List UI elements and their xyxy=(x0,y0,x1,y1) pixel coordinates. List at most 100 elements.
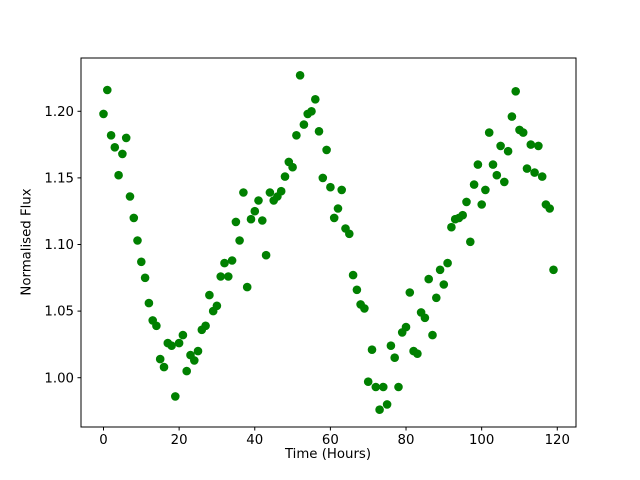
x-tick-label: 120 xyxy=(545,433,570,448)
data-point xyxy=(171,392,180,401)
data-point xyxy=(159,362,169,372)
data-point xyxy=(280,172,290,181)
data-point xyxy=(522,164,532,173)
x-tick-label: 20 xyxy=(171,433,188,448)
data-point xyxy=(299,120,309,129)
data-point xyxy=(428,330,437,340)
data-point xyxy=(174,338,184,348)
y-tick-label: 1.20 xyxy=(44,105,74,120)
data-point xyxy=(288,162,297,172)
data-point xyxy=(337,185,347,195)
y-tick-label: 1.10 xyxy=(44,238,74,253)
data-point xyxy=(394,382,403,392)
data-point xyxy=(276,186,286,196)
data-point xyxy=(322,145,331,155)
data-point xyxy=(379,382,388,392)
data-point xyxy=(212,301,222,311)
data-point xyxy=(488,160,498,169)
data-point xyxy=(250,206,260,216)
data-point xyxy=(265,188,275,197)
data-point xyxy=(360,304,369,313)
data-point xyxy=(121,133,131,143)
data-point xyxy=(144,298,154,308)
data-point xyxy=(140,273,150,283)
data-point xyxy=(118,149,127,159)
data-point xyxy=(193,346,203,356)
data-point xyxy=(318,173,328,183)
data-point xyxy=(367,345,377,355)
data-point xyxy=(190,356,199,365)
data-point xyxy=(295,71,305,80)
data-point xyxy=(458,210,468,220)
x-axis-label: Time (Hours) xyxy=(284,447,372,462)
data-point xyxy=(537,172,547,181)
data-point xyxy=(424,274,434,284)
data-point xyxy=(114,170,123,180)
data-point xyxy=(439,280,449,289)
data-point xyxy=(326,182,335,192)
data-point xyxy=(167,341,176,351)
data-point xyxy=(401,322,411,332)
data-point xyxy=(526,140,536,149)
data-point xyxy=(329,213,339,223)
data-point xyxy=(348,270,358,280)
data-point xyxy=(462,197,471,207)
data-point xyxy=(534,141,543,151)
data-point xyxy=(99,109,108,119)
data-point xyxy=(235,236,244,245)
data-point xyxy=(182,366,191,376)
data-point xyxy=(420,313,430,323)
data-point xyxy=(345,229,354,239)
data-point xyxy=(382,400,392,409)
data-point xyxy=(242,282,252,292)
data-point xyxy=(363,377,373,387)
x-tick-label: 60 xyxy=(322,433,339,448)
data-point xyxy=(503,146,513,156)
data-point xyxy=(314,127,324,136)
data-point xyxy=(447,222,456,232)
data-point xyxy=(484,128,494,137)
data-point xyxy=(205,290,214,300)
y-axis-label: Normalised Flux xyxy=(19,188,35,296)
data-point xyxy=(545,204,554,213)
axes-spines xyxy=(80,57,577,428)
data-point xyxy=(231,217,241,227)
data-point xyxy=(125,192,135,201)
data-point xyxy=(435,265,445,275)
data-point xyxy=(227,256,237,265)
data-point xyxy=(511,87,520,96)
data-point xyxy=(137,257,146,267)
data-point xyxy=(481,185,490,195)
x-tick-label: 40 xyxy=(246,433,263,448)
data-point xyxy=(292,131,301,140)
data-point xyxy=(500,177,509,187)
y-tick-label: 1.05 xyxy=(44,305,74,320)
data-point xyxy=(254,196,263,205)
data-point xyxy=(103,85,112,95)
data-point xyxy=(220,258,229,268)
data-point xyxy=(477,200,487,209)
data-point xyxy=(390,353,400,363)
data-point xyxy=(239,188,248,197)
data-point xyxy=(549,265,558,275)
data-point xyxy=(333,204,343,213)
data-point xyxy=(518,128,528,137)
x-tick-label: 80 xyxy=(398,433,415,448)
y-tick-label: 1.00 xyxy=(44,371,74,386)
data-point xyxy=(352,285,362,295)
data-point xyxy=(473,160,483,169)
data-point xyxy=(405,288,415,297)
data-point xyxy=(507,112,517,121)
data-point xyxy=(152,321,161,331)
data-point xyxy=(129,213,139,223)
data-point xyxy=(106,131,116,140)
data-point xyxy=(443,258,452,268)
data-point xyxy=(216,272,225,281)
data-point xyxy=(178,330,188,340)
data-point xyxy=(110,143,120,152)
data-point xyxy=(496,141,505,151)
data-point xyxy=(307,107,316,116)
x-tick-label: 0 xyxy=(99,433,107,448)
data-point xyxy=(261,250,271,260)
